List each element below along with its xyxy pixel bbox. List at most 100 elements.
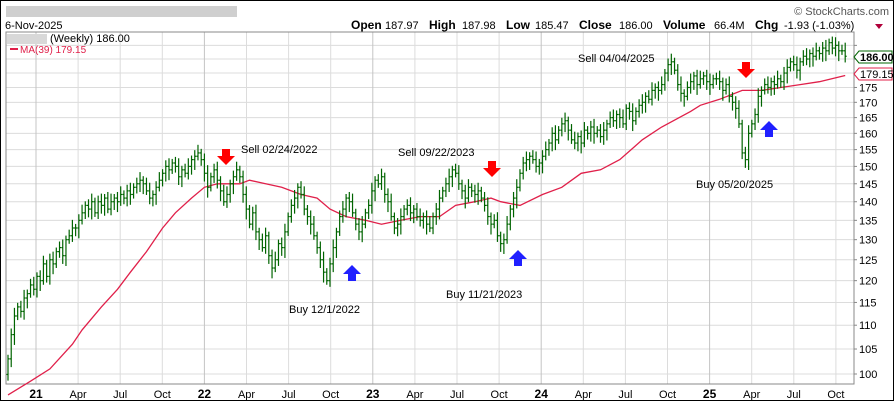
price-bar	[212, 163, 216, 183]
price-bar	[473, 184, 477, 203]
x-tick-label: 23	[366, 387, 380, 400]
price-bar	[434, 202, 438, 225]
price-bar	[834, 37, 838, 57]
y-tick-label: 100	[859, 369, 877, 381]
legend-ma: MA(39) 179.15	[20, 45, 87, 56]
price-bar	[550, 127, 554, 152]
price-bar	[115, 191, 119, 213]
price-bar	[238, 165, 242, 183]
price-bar	[309, 210, 313, 235]
price-bar	[821, 41, 825, 62]
price-bar	[495, 212, 499, 242]
price-bar	[673, 57, 677, 75]
price-bar	[264, 227, 268, 254]
x-tick-label: Jul	[787, 389, 801, 400]
price-bar	[650, 82, 654, 106]
price-bar	[48, 253, 52, 285]
price-bar	[296, 183, 300, 209]
price-bar	[808, 49, 812, 68]
price-bars	[6, 36, 847, 381]
price-bar	[315, 231, 319, 254]
price-bar	[370, 182, 374, 214]
price-bar	[447, 168, 451, 193]
price-bar	[225, 186, 229, 208]
price-bar	[676, 64, 680, 91]
price-bar	[644, 92, 648, 113]
price-bar	[9, 328, 13, 368]
price-bar	[347, 191, 351, 213]
signal-label: Sell 09/22/2023	[398, 147, 474, 159]
price-bar	[595, 126, 599, 138]
x-tick-label: Apr	[70, 389, 87, 400]
price-bar	[476, 182, 480, 205]
price-bar	[441, 186, 445, 203]
price-bar	[302, 186, 306, 216]
price-bar	[273, 251, 277, 273]
y-tick-label: 125	[859, 255, 877, 267]
price-bar	[457, 165, 461, 190]
close-value: 186.00	[619, 20, 653, 32]
price-bar	[363, 208, 367, 229]
price-bar	[702, 71, 706, 85]
price-bar	[428, 216, 432, 233]
price-bar	[570, 124, 573, 144]
price-bar	[289, 199, 293, 223]
x-tick-label: 22	[198, 387, 212, 400]
price-bar	[798, 57, 802, 81]
price-bar	[51, 251, 55, 275]
y-tick-label: 110	[859, 320, 877, 332]
price-bar	[685, 81, 689, 101]
price-bar	[637, 99, 641, 118]
watermark: © StockCharts.com	[794, 6, 889, 18]
price-bar	[589, 120, 593, 142]
price-bar	[109, 193, 113, 216]
price-bar	[199, 148, 203, 166]
price-bar	[463, 184, 467, 209]
low-label: Low	[506, 18, 531, 32]
price-bar	[805, 48, 809, 66]
price-bar	[621, 109, 625, 128]
price-bar	[811, 47, 815, 67]
y-tick-label: 140	[859, 197, 877, 209]
x-tick-label: Oct	[659, 389, 676, 400]
price-bar	[80, 204, 84, 225]
chg-label: Chg	[755, 18, 778, 32]
price-bar	[22, 289, 26, 320]
price-bar	[611, 109, 615, 127]
x-tick-label: Apr	[743, 389, 760, 400]
y-tick-label: 130	[859, 235, 877, 247]
price-bar	[547, 138, 551, 156]
price-bar	[566, 116, 570, 141]
price-bar	[67, 229, 71, 244]
buy-arrow-icon	[343, 265, 361, 281]
price-bar	[579, 130, 583, 154]
price-bar	[380, 168, 384, 190]
y-tick-label: 115	[859, 297, 877, 309]
price-bar	[318, 241, 322, 269]
price-bar	[512, 191, 516, 218]
plot-frame	[5, 31, 855, 385]
price-bar	[727, 76, 731, 103]
signal-label: Buy 05/20/2025	[696, 179, 773, 191]
price-bar	[70, 219, 74, 242]
price-bar	[734, 96, 738, 119]
price-bar	[257, 227, 261, 251]
price-bar	[376, 174, 380, 188]
ma39-line	[7, 74, 846, 396]
price-bar	[669, 53, 673, 75]
price-bar	[96, 195, 100, 219]
price-bar	[357, 218, 361, 241]
price-bar	[74, 223, 78, 237]
price-bar	[334, 227, 338, 258]
price-bar	[718, 70, 722, 90]
price-bar	[144, 177, 148, 195]
price-bar	[689, 73, 693, 94]
price-bar	[756, 88, 760, 123]
price-bar	[466, 179, 470, 203]
price-bar	[154, 181, 158, 205]
price-bar	[206, 165, 210, 198]
signals: Sell 02/24/2022 Buy 12/1/2022 Sell 09/22…	[217, 53, 778, 316]
price-bar	[93, 197, 97, 217]
price-bar	[293, 189, 297, 214]
price-bar	[38, 270, 42, 291]
